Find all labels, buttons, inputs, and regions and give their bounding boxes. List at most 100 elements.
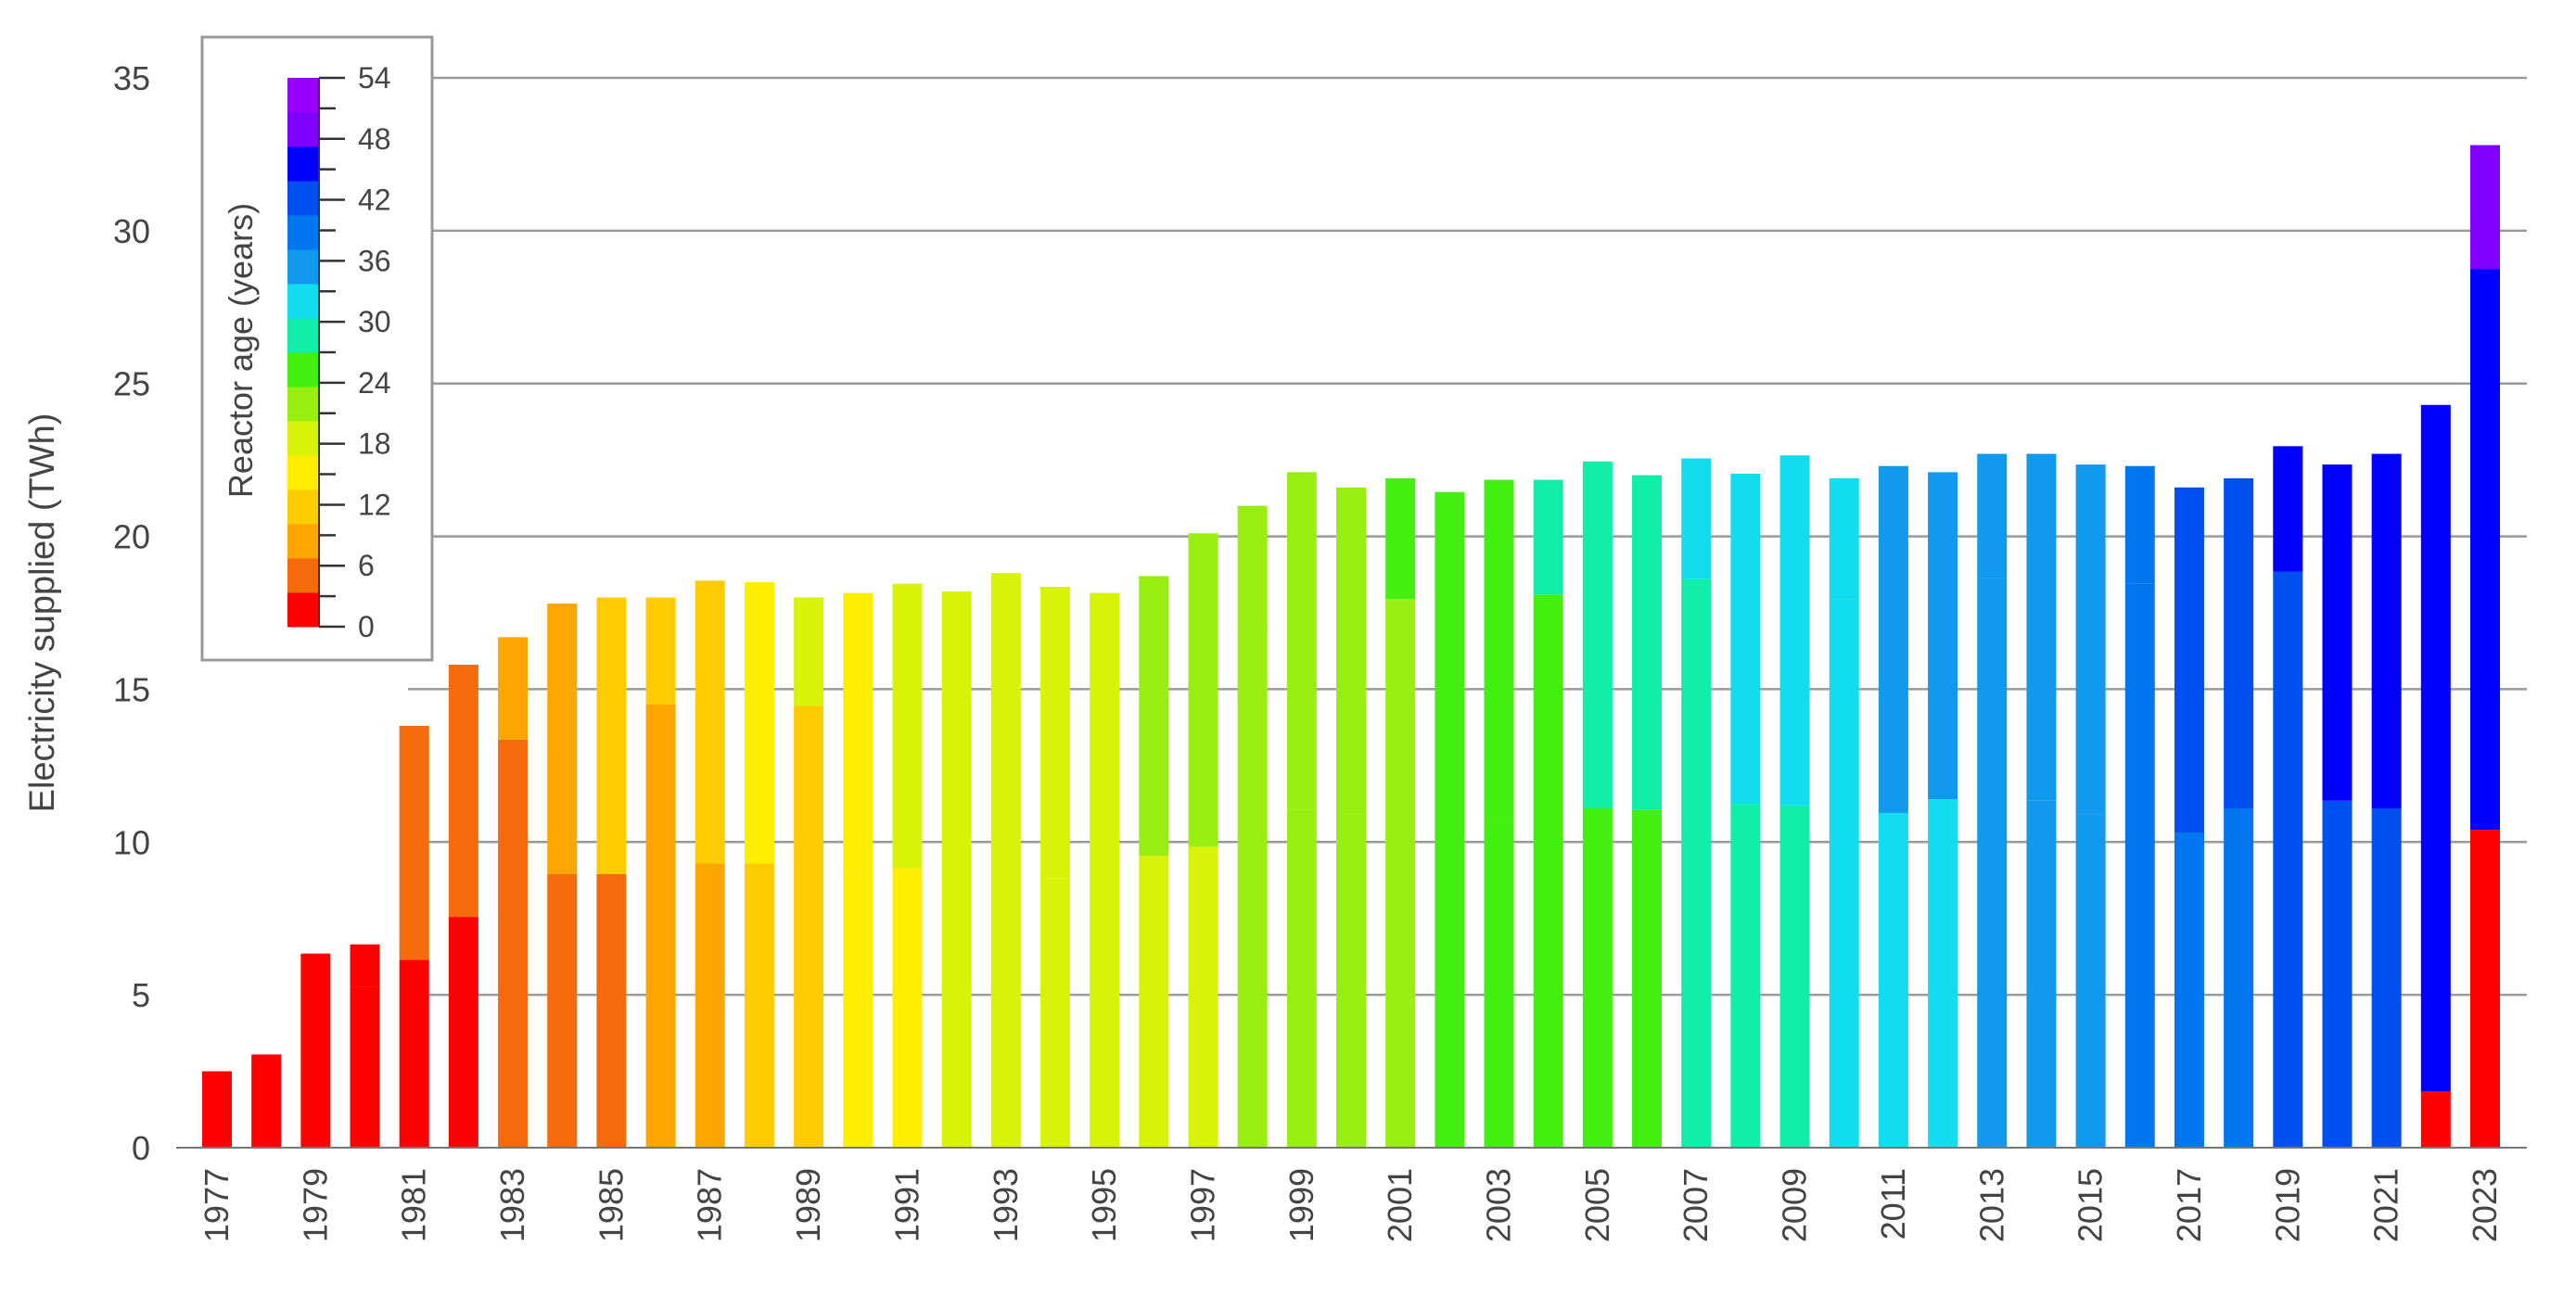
bar-segment xyxy=(1039,586,1070,879)
colorbar-swatch xyxy=(287,78,319,113)
bar-segment xyxy=(547,873,578,1148)
bar-2021 xyxy=(2371,453,2402,1148)
bar-1994 xyxy=(1039,586,1070,1148)
y-tick-label: 20 xyxy=(113,518,150,556)
bar-2019 xyxy=(2273,446,2303,1148)
bar-segment xyxy=(1237,623,1268,1148)
bar-2016 xyxy=(2124,465,2155,1148)
colorbar-ticks: 0 6 12 18 24 30 36 42 48 54 xyxy=(318,61,391,643)
bar-1995 xyxy=(1090,592,1120,1148)
x-tick-label: 2009 xyxy=(1776,1168,1814,1242)
x-tick-label: 2015 xyxy=(2072,1168,2110,1242)
bar-segment xyxy=(1928,799,1958,1148)
bar-segment xyxy=(892,583,923,869)
bar-segment xyxy=(448,917,478,1148)
bar-segment xyxy=(1977,578,2008,1148)
bar-segment xyxy=(1779,805,1810,1148)
bar-segment xyxy=(1730,473,1761,805)
colorbar-swatch xyxy=(287,558,319,593)
bar-segment xyxy=(1090,592,1120,696)
bar-1997 xyxy=(1188,533,1218,1148)
x-tick-label: 2011 xyxy=(1874,1168,1912,1239)
x-tick-label: 1997 xyxy=(1183,1168,1221,1242)
bar-segment xyxy=(1286,472,1317,810)
bar-1986 xyxy=(645,597,676,1148)
bar-segment xyxy=(350,986,380,1148)
colorbar-swatch xyxy=(287,112,319,147)
bar-segment xyxy=(1878,812,1908,1148)
bar-segment xyxy=(498,739,529,1148)
bar-segment xyxy=(448,665,478,918)
colorbar-tick-label: 0 xyxy=(358,610,375,643)
bar-segment xyxy=(2470,145,2500,270)
bar-segment xyxy=(645,597,676,705)
x-tick-label: 2007 xyxy=(1677,1168,1715,1242)
x-tick-label: 2005 xyxy=(1578,1168,1616,1242)
bar-segment xyxy=(990,573,1021,1148)
colorbar-swatch xyxy=(287,387,319,422)
bar-segment xyxy=(1582,808,1613,1148)
bar-segment xyxy=(300,953,331,1148)
x-tick-label: 1989 xyxy=(789,1168,827,1242)
bar-segment xyxy=(1829,477,1859,600)
bar-segment xyxy=(2224,808,2254,1148)
bar-segment xyxy=(1090,695,1120,1148)
bar-2013 xyxy=(1977,453,2008,1148)
colorbar-swatch xyxy=(287,489,319,525)
bar-segment xyxy=(1336,487,1366,815)
y-tick-label: 0 xyxy=(132,1129,150,1167)
bar-1992 xyxy=(941,591,972,1148)
bar-segment xyxy=(350,944,380,987)
bar-segment xyxy=(1582,461,1613,809)
bar-segment xyxy=(1681,458,1712,579)
bar-segment xyxy=(2124,465,2155,584)
bar-segment xyxy=(695,863,725,1148)
bar-segment xyxy=(1188,846,1218,1148)
colorbar-swatch xyxy=(287,215,319,250)
bar-segment xyxy=(1977,453,2008,578)
bar-2000 xyxy=(1336,487,1366,1148)
bar-1989 xyxy=(794,597,824,1148)
colorbar-tick-label: 24 xyxy=(358,366,391,400)
bar-segment xyxy=(1188,533,1218,847)
bars xyxy=(202,145,2500,1148)
bar-1990 xyxy=(843,592,874,1148)
y-tick-label: 5 xyxy=(132,976,150,1014)
bar-2010 xyxy=(1829,477,1859,1148)
bar-segment xyxy=(695,580,725,864)
bar-segment xyxy=(2273,446,2303,572)
x-tick-label: 1981 xyxy=(395,1168,433,1242)
colorbar-tick-label: 12 xyxy=(358,488,391,521)
colorbar-tick-label: 18 xyxy=(358,427,391,461)
bar-segment xyxy=(2420,1091,2451,1148)
bar-segment xyxy=(251,1054,282,1148)
x-tick-label: 1993 xyxy=(987,1168,1025,1242)
bar-segment xyxy=(2224,477,2254,809)
colorbar-swatch xyxy=(287,455,319,490)
colorbar-tick-label: 6 xyxy=(358,549,375,582)
bar-segment xyxy=(744,863,774,1148)
bar-1983 xyxy=(498,637,529,1148)
colorbar-swatch xyxy=(287,249,319,285)
bar-segment xyxy=(794,705,824,1148)
colorbar-swatch xyxy=(287,592,319,628)
bar-segment xyxy=(744,582,774,864)
bar-segment xyxy=(1435,823,1465,1148)
bar-segment xyxy=(645,704,676,1148)
x-tick-label: 2003 xyxy=(1480,1168,1518,1242)
bar-1999 xyxy=(1286,472,1317,1148)
bar-segment xyxy=(2273,571,2303,1148)
bar-1987 xyxy=(695,580,725,1148)
bar-1996 xyxy=(1139,576,1169,1148)
bar-1981 xyxy=(399,725,429,1148)
bar-segment xyxy=(2371,808,2402,1148)
bar-2014 xyxy=(2026,453,2057,1148)
colorbar-swatch xyxy=(287,352,319,388)
y-tick-label: 35 xyxy=(113,59,150,97)
bar-segment xyxy=(2026,800,2057,1148)
bar-2007 xyxy=(1681,458,1712,1148)
bar-segment xyxy=(1484,819,1514,1148)
bar-segment xyxy=(2174,832,2204,1148)
bar-1982 xyxy=(448,665,478,1148)
bar-1977 xyxy=(202,1071,232,1148)
